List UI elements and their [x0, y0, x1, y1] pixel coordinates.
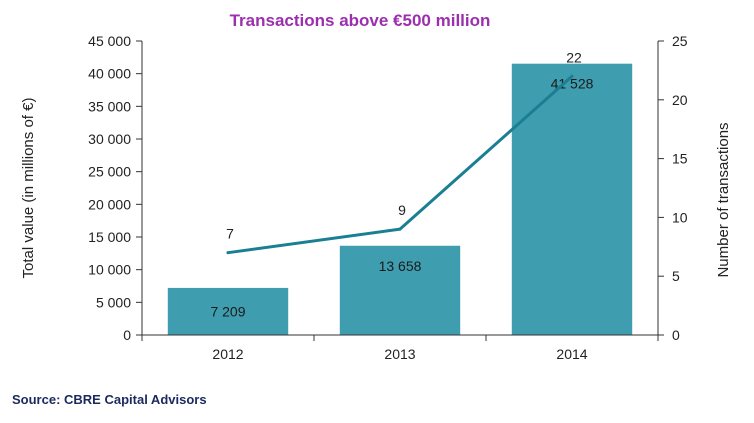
y-left-tick-label: 5 000 — [96, 294, 131, 310]
y-right-tick-label: 15 — [672, 151, 688, 167]
y-left-tick-label: 45 000 — [88, 33, 131, 49]
y-right-tick-label: 10 — [672, 209, 688, 225]
y-left-tick-label: 30 000 — [88, 131, 131, 147]
source-note: Source: CBRE Capital Advisors — [12, 392, 207, 407]
x-tick-label-2013: 2013 — [384, 346, 415, 362]
y-right-tick-label: 0 — [672, 327, 680, 343]
y-left-tick-label: 0 — [123, 327, 131, 343]
axes-group: 0 5 000 10 000 15 000 20 000 25 000 30 000 35 0… — [88, 33, 688, 362]
y-right-tick-label: 25 — [672, 33, 688, 49]
bar-value-label: 13 658 — [379, 258, 422, 274]
bar-2012 — [167, 287, 289, 335]
y-left-tick-label: 10 000 — [88, 262, 131, 278]
line-point — [226, 251, 230, 255]
y-left-tick-label: 20 000 — [88, 196, 131, 212]
bar-value-label: 7 209 — [210, 303, 245, 319]
x-tick-label-2014: 2014 — [556, 346, 587, 362]
y-left-tick-label: 15 000 — [88, 229, 131, 245]
y-left-tick-label: 40 000 — [88, 66, 131, 82]
bar-2014 — [511, 63, 633, 335]
line-value-label: 7 — [226, 226, 234, 242]
line-point — [398, 227, 402, 231]
y-axis-right-title: Number of transactions — [715, 122, 732, 277]
line-value-label: 22 — [566, 49, 582, 65]
chart-title: Transactions above €500 million — [230, 11, 491, 30]
x-tick-label-2012: 2012 — [212, 346, 243, 362]
y-right-tick-label: 5 — [672, 268, 680, 284]
bar-2013 — [339, 245, 461, 335]
line-value-label: 9 — [398, 202, 406, 218]
y-left-tick-label: 35 000 — [88, 98, 131, 114]
line-point — [570, 74, 574, 78]
line-series-group: 7 9 22 — [226, 49, 582, 255]
y-left-tick-label: 25 000 — [88, 164, 131, 180]
y-right-tick-label: 20 — [672, 92, 688, 108]
y-axis-left-title: Total value (in millions of €) — [20, 98, 37, 279]
